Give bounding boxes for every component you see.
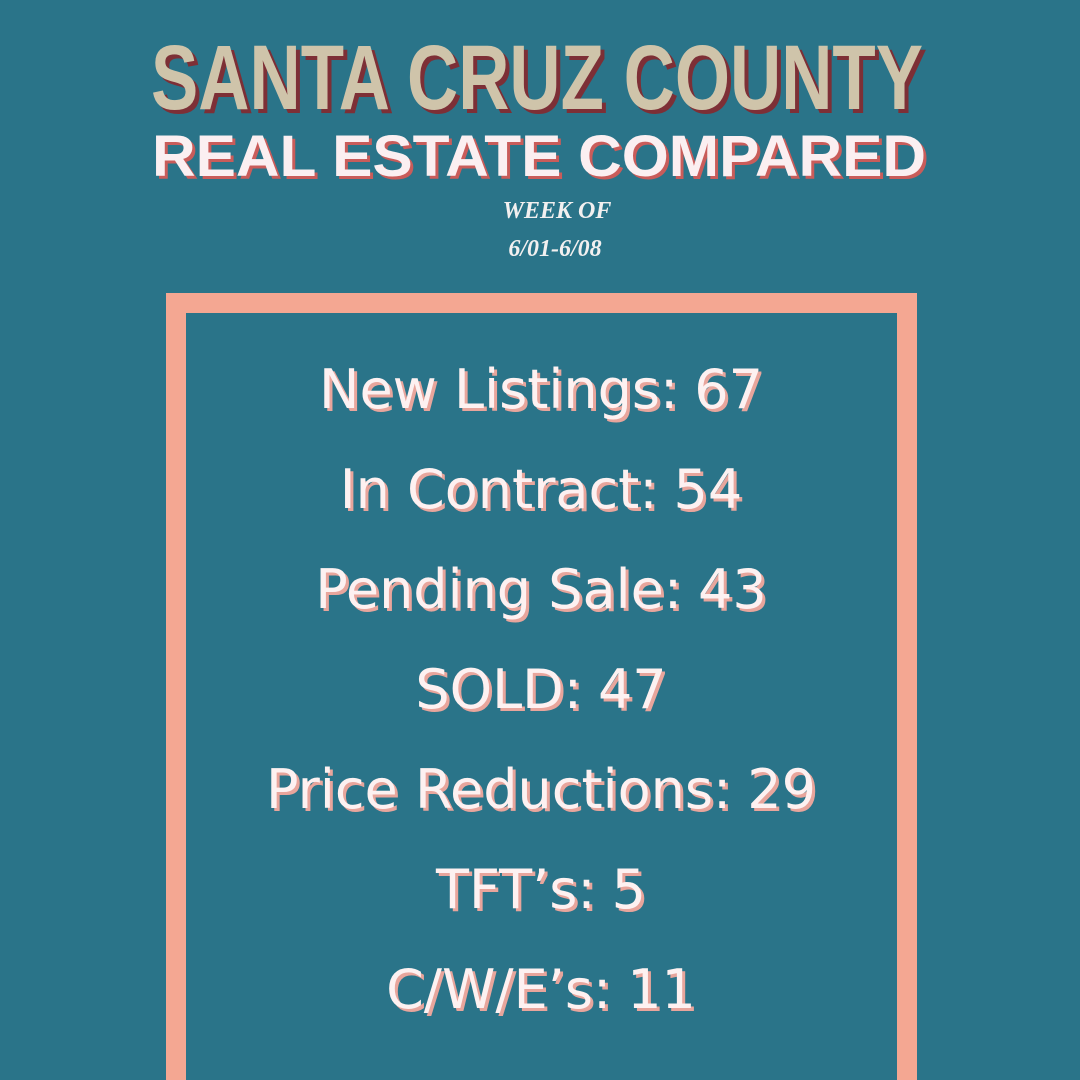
stat-line: SOLD: 47 [415,658,666,721]
stat-label: Pending Sale: [318,561,685,624]
stat-shadow: In Contract: 54 [343,461,746,524]
stat-line: New Listings: 67 [319,358,763,421]
subtitle: REAL ESTATE COMPARED [152,124,926,189]
stat-value: 67 [697,361,766,424]
stat-label: C/W/E’s: [386,958,611,1021]
stat-shadow: Pending Sale: 43 [318,561,770,624]
stat-label: In Contract: [340,458,658,521]
title-shadow: SANTA CRUZ COUNTY [155,31,927,133]
stat-label: New Listings: [319,358,678,421]
stat-value: 5 [615,861,649,924]
stat-label: Price Reductions: [266,758,731,821]
week-label: WEEK OF [503,198,612,224]
stat-value: 29 [747,758,816,821]
stat-label: SOLD: [415,658,582,721]
stat-value: 54 [674,458,743,521]
stat-shadow: C/W/E’s: 11 [389,961,699,1024]
stat-value: 47 [601,661,670,724]
stat-label: In Contract: [343,461,661,524]
stat-value: 11 [627,958,696,1021]
subtitle-shadow: REAL ESTATE COMPARED [155,127,929,192]
stat-value: 5 [612,858,646,921]
stat-line: In Contract: 54 [340,458,743,521]
stat-value: 47 [598,658,667,721]
stat-line: C/W/E’s: 11 [386,958,696,1021]
stat-label: TFT’s: [438,861,599,924]
stat-shadow: New Listings: 67 [322,361,766,424]
stat-value: 29 [750,761,819,824]
stat-line: TFT’s: 5 [435,858,646,921]
stat-shadow: SOLD: 47 [418,661,669,724]
title: SANTA CRUZ COUNTY [151,27,923,129]
stat-label: Price Reductions: [269,761,734,824]
stat-label: New Listings: [322,361,681,424]
stat-value: 54 [677,461,746,524]
stat-line: Pending Sale: 43 [315,558,767,621]
stat-shadow: Price Reductions: 29 [269,761,819,824]
stat-label: TFT’s: [435,858,596,921]
frame [166,293,917,1080]
date-range: 6/01-6/08 [508,236,601,262]
stat-label: SOLD: [418,661,585,724]
stat-value: 11 [630,961,699,1024]
stat-value: 67 [694,358,763,421]
stat-value: 43 [698,558,767,621]
stat-shadow: TFT’s: 5 [438,861,649,924]
stat-value: 43 [701,561,770,624]
stat-label: C/W/E’s: [389,961,614,1024]
stat-label: Pending Sale: [315,558,682,621]
stat-line: Price Reductions: 29 [266,758,816,821]
